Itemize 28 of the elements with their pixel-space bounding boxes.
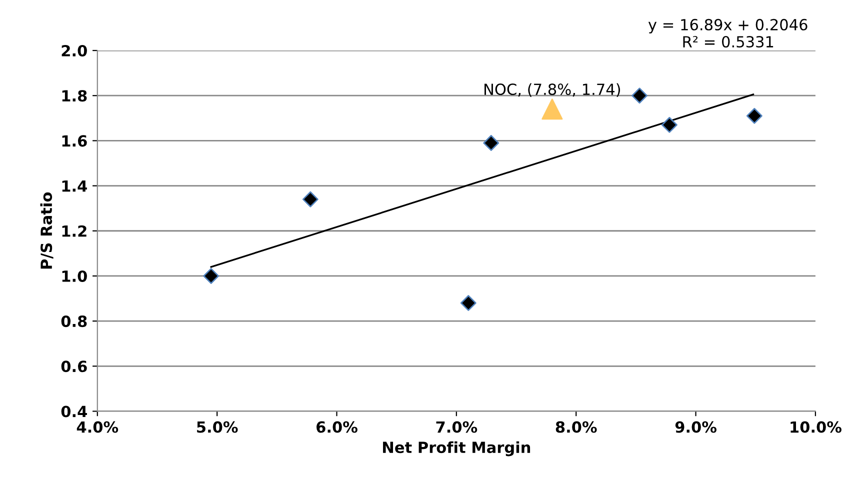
point [542, 98, 563, 120]
text: y = 16.89x + 0.2046 R² = 0.5331 [648, 18, 808, 48]
point [302, 191, 318, 208]
x-tick-label: 8.0% [556, 421, 597, 433]
x-tick-label: 7.0% [436, 421, 478, 433]
point [460, 295, 476, 312]
point [632, 88, 648, 104]
point [661, 116, 678, 133]
y-tick-label: 1.6 [62, 135, 87, 147]
y-tick-label: 1.0 [62, 270, 87, 282]
y-tick-label: 1.4 [62, 180, 87, 192]
point [203, 268, 220, 284]
x-tick-label: 6.0% [316, 421, 358, 433]
x-tick-label: 9.0% [675, 421, 716, 433]
point [746, 108, 762, 124]
y-tick-label: 1.8 [62, 90, 87, 102]
y-tick-label: 1.2 [62, 225, 86, 237]
y-tick-label: 2.0 [62, 44, 87, 57]
x-tick-label: 10.0% [790, 421, 842, 433]
x-tick-label: 5.0% [197, 421, 238, 433]
y-axis-title: P/S Ratio [40, 192, 54, 269]
y-tick-label: 0.4 [61, 406, 87, 418]
x-tick-label: 4.0% [76, 421, 118, 433]
y-tick-label: 0.6 [61, 360, 87, 372]
annotation: NOC, (7.8%, 1.74) [484, 83, 620, 97]
y-tick-label: 0.8 [61, 316, 87, 328]
point [483, 134, 500, 151]
x-axis-title: Net Profit Margin [383, 441, 530, 456]
